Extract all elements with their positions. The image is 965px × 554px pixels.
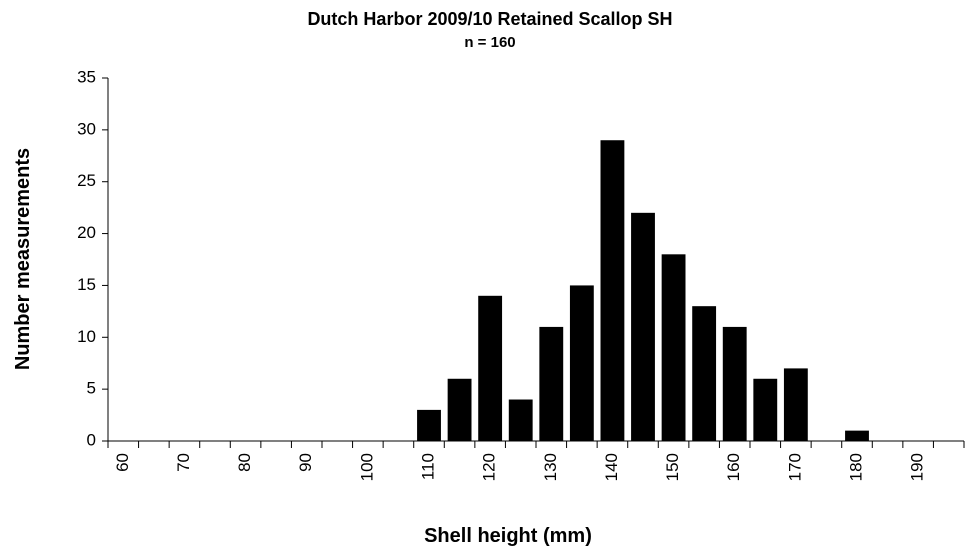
bar — [539, 326, 564, 441]
bar — [631, 212, 655, 441]
bar — [447, 378, 472, 441]
y-tick-label: 25 — [77, 171, 96, 190]
x-tick-label: 120 — [480, 453, 499, 481]
y-tick-label: 20 — [77, 223, 96, 242]
x-tick-label: 130 — [541, 453, 560, 481]
chart-subtitle: n = 160 — [464, 34, 515, 51]
x-tick-label: 160 — [724, 453, 743, 481]
x-tick-label: 170 — [785, 453, 804, 481]
y-tick-label: 5 — [87, 379, 96, 398]
bar — [753, 378, 778, 441]
y-tick-label: 10 — [77, 327, 96, 346]
x-tick-label: 80 — [235, 453, 254, 472]
bar — [508, 399, 533, 441]
bar — [569, 285, 594, 441]
x-tick-label: 110 — [418, 453, 437, 480]
bar — [417, 409, 441, 441]
chart-title: Dutch Harbor 2009/10 Retained Scallop SH — [307, 9, 672, 29]
x-tick-label: 100 — [357, 453, 376, 481]
x-tick-label: 60 — [113, 453, 132, 472]
bar — [692, 306, 717, 441]
x-tick-label: 180 — [846, 453, 865, 481]
x-tick-label: 90 — [296, 453, 315, 472]
bar — [600, 140, 625, 441]
y-tick-label: 15 — [77, 275, 96, 294]
x-tick-label: 190 — [908, 453, 927, 481]
y-tick-label: 30 — [77, 119, 96, 138]
bar — [845, 430, 869, 441]
bar — [722, 326, 747, 441]
bar — [478, 295, 503, 441]
y-axis-title: Number measurements — [12, 148, 34, 370]
y-tick-label: 35 — [77, 67, 96, 86]
y-tick-label: 0 — [87, 430, 96, 449]
x-tick-label: 140 — [602, 453, 621, 481]
x-axis-title: Shell height (mm) — [424, 525, 592, 547]
x-tick-label: 150 — [663, 453, 682, 481]
bar — [661, 254, 686, 441]
x-tick-label: 70 — [174, 453, 193, 472]
bar — [783, 368, 808, 441]
